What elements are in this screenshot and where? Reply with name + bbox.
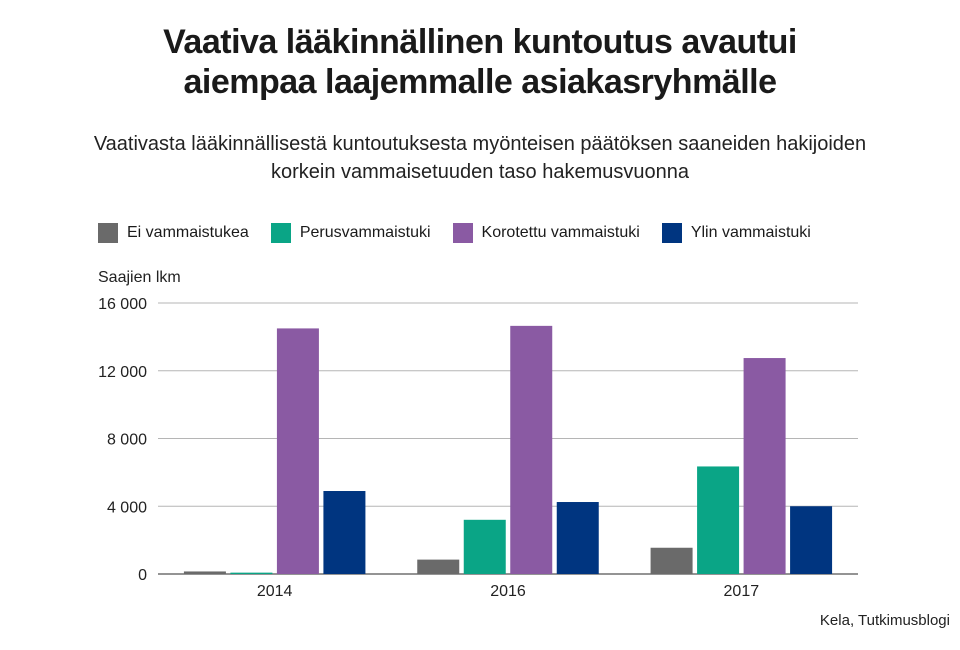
bar	[510, 325, 553, 574]
legend-label: Ylin vammaistuki	[690, 224, 811, 241]
legend-item: Perusvammaistuki	[270, 223, 431, 243]
x-tick-label: 2017	[724, 583, 760, 600]
legend-item: Ylin vammaistuki	[661, 223, 811, 243]
bar	[417, 559, 460, 574]
x-tick-label: 2016	[490, 583, 526, 600]
bar	[650, 547, 693, 574]
y-tick-label: 8 000	[107, 432, 147, 449]
chart-legend: Ei vammaistukea Perusvammaistuki Korotettu…	[98, 222, 833, 244]
bar	[790, 506, 833, 574]
y-tick-label: 4 000	[107, 499, 147, 516]
legend-item: Ei vammaistukea	[98, 223, 249, 243]
legend-item: Korotettu vammaistuki	[452, 223, 640, 243]
chart-subtitle-line-2: korkein vammaisetuuden taso hakemusvuonn…	[270, 161, 690, 183]
bar	[697, 466, 740, 574]
legend-swatch	[452, 223, 473, 243]
legend-label: Perusvammaistuki	[299, 224, 431, 241]
chart-title: Vaativa lääkinnällinen kuntoutus avautui…	[0, 22, 960, 102]
bar	[276, 328, 319, 574]
source-note: Kela, Tutkimusblogi	[819, 612, 950, 629]
chart-subtitle: Vaativasta lääkinnällisestä kuntoutukses…	[0, 130, 960, 186]
y-tick-label: 0	[138, 567, 147, 584]
y-tick-label: 12 000	[98, 364, 147, 381]
x-tick-label: 2014	[257, 583, 293, 600]
bar	[230, 572, 273, 574]
chart-subtitle-line-1: Vaativasta lääkinnällisestä kuntoutukses…	[93, 133, 867, 155]
chart-title-line-1: Vaativa lääkinnällinen kuntoutus avautui	[163, 23, 797, 61]
y-tick-label: 16 000	[98, 296, 147, 313]
bar	[556, 502, 599, 574]
legend-label: Ei vammaistukea	[127, 224, 249, 241]
bar	[323, 491, 366, 574]
legend-swatch	[661, 223, 682, 243]
bar	[183, 571, 226, 574]
y-axis-label: Saajien lkm	[98, 269, 181, 286]
legend-swatch	[98, 223, 118, 243]
bar	[743, 358, 786, 574]
bar	[463, 519, 506, 574]
chart-title-line-2: aiempaa laajemmalle asiakasryhmälle	[183, 63, 777, 101]
legend-swatch	[270, 223, 291, 243]
legend-label: Korotettu vammaistuki	[481, 224, 640, 241]
